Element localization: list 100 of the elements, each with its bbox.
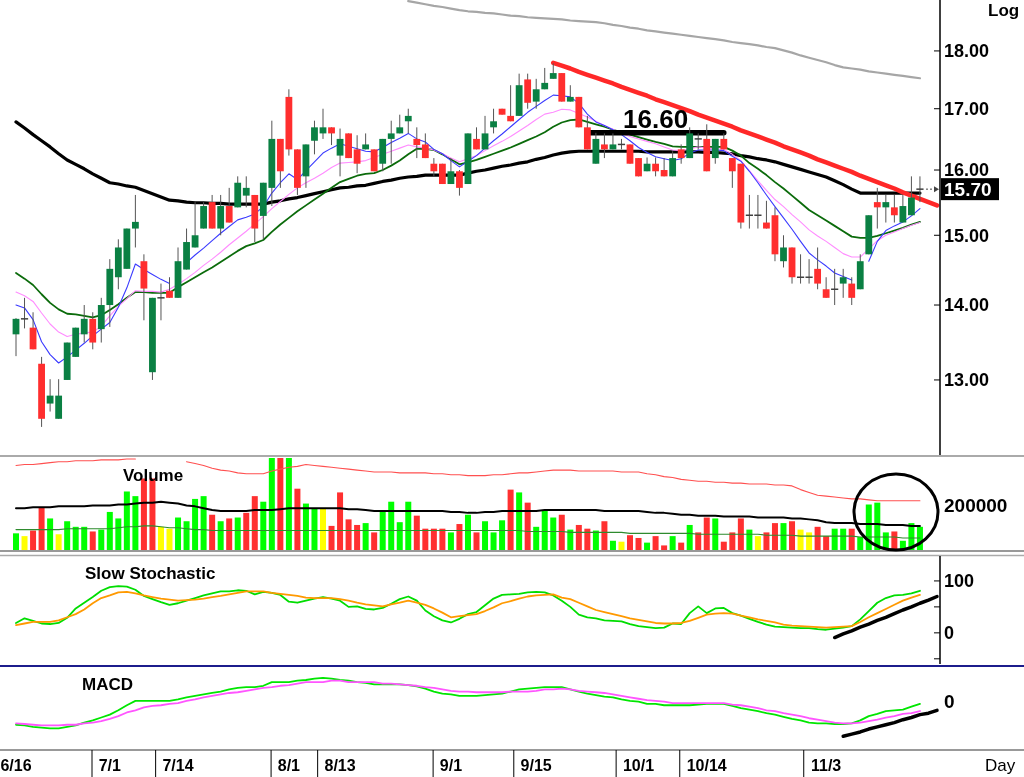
candlestick — [626, 143, 634, 165]
bar — [277, 458, 284, 551]
bar — [789, 521, 796, 551]
bar — [601, 521, 608, 551]
bar — [226, 518, 233, 551]
candlestick — [507, 84, 515, 122]
bar — [371, 532, 378, 551]
bar — [712, 518, 719, 551]
candlestick — [430, 157, 438, 177]
bar — [30, 530, 37, 551]
candlestick — [421, 132, 429, 159]
candlestick — [217, 194, 225, 236]
candlestick — [387, 120, 395, 165]
bar — [157, 526, 164, 551]
candlestick — [225, 187, 233, 224]
candlestick — [915, 175, 925, 203]
bar — [507, 489, 514, 551]
y-tick-label: 18.00 — [944, 41, 990, 62]
bar — [516, 492, 523, 551]
x-tick-label: 8/13 — [324, 757, 356, 774]
series-label: 16.60 — [623, 103, 689, 134]
x-tick-label: 9/1 — [439, 757, 463, 774]
bar — [47, 518, 54, 551]
bar — [123, 491, 130, 551]
bar — [541, 511, 548, 551]
x-tick-label: 6/16 — [0, 757, 32, 774]
bar — [524, 502, 531, 551]
bar — [294, 488, 301, 551]
bar — [115, 518, 122, 551]
bar — [422, 528, 429, 551]
candlestick — [677, 143, 685, 165]
candlestick — [882, 194, 890, 224]
bar — [183, 521, 190, 551]
bar — [464, 514, 471, 551]
bar — [635, 537, 642, 551]
bar — [780, 523, 787, 551]
bar — [627, 535, 633, 551]
y-tick-label: 13.00 — [944, 370, 990, 391]
candlestick — [908, 175, 915, 216]
candlestick — [404, 108, 412, 134]
text: Log — [988, 1, 1020, 20]
candlestick — [711, 138, 719, 165]
candlestick — [131, 194, 139, 248]
bar — [302, 503, 309, 551]
bar — [345, 519, 352, 551]
bar — [311, 508, 318, 551]
bar — [482, 521, 489, 551]
bar — [396, 522, 403, 551]
x-tick-label: 10/1 — [622, 757, 655, 774]
candlestick — [456, 169, 463, 197]
bar — [251, 496, 258, 551]
text: Slow Stochastic — [85, 564, 216, 583]
bar — [405, 501, 412, 551]
bar — [686, 524, 693, 551]
y-tick-label: 100 — [944, 571, 975, 592]
x-tick-label: 11/3 — [811, 757, 842, 774]
bar — [473, 532, 480, 551]
candlestick — [524, 73, 532, 110]
bar — [354, 524, 361, 551]
candlestick — [447, 157, 455, 185]
bar — [388, 501, 395, 551]
bar — [132, 496, 139, 551]
candlestick — [200, 201, 208, 230]
bar — [243, 512, 250, 551]
bar — [268, 458, 275, 551]
x-axis-title: Day — [985, 756, 1016, 775]
bar — [209, 514, 216, 551]
candlestick — [80, 304, 88, 344]
bar — [328, 525, 335, 551]
bar — [166, 528, 173, 551]
candlestick — [490, 108, 497, 134]
y-tick-label: 16.00 — [944, 160, 990, 181]
bar — [439, 528, 446, 551]
candlestick — [873, 187, 881, 230]
candlestick — [20, 297, 29, 329]
bar — [55, 534, 62, 551]
bar — [379, 511, 386, 551]
y-tick-label: 17.00 — [944, 99, 990, 120]
candlestick — [583, 115, 591, 150]
bar — [362, 523, 369, 551]
bar — [490, 532, 497, 551]
bar — [81, 526, 88, 551]
bar — [652, 536, 659, 551]
bar — [234, 517, 241, 551]
x-tick-label: 9/15 — [520, 757, 552, 774]
candlestick — [353, 134, 361, 174]
bar — [456, 524, 463, 551]
candlestick — [669, 150, 677, 177]
bar — [447, 532, 454, 551]
bar — [703, 517, 710, 551]
candlestick — [166, 276, 173, 299]
bar — [771, 523, 778, 551]
candlestick — [814, 246, 822, 290]
text: Volume — [123, 466, 184, 485]
candlestick — [156, 283, 166, 321]
candlestick — [899, 194, 907, 224]
bar — [550, 517, 557, 551]
bar — [533, 526, 540, 551]
candlestick — [780, 234, 787, 268]
bar — [89, 531, 96, 551]
